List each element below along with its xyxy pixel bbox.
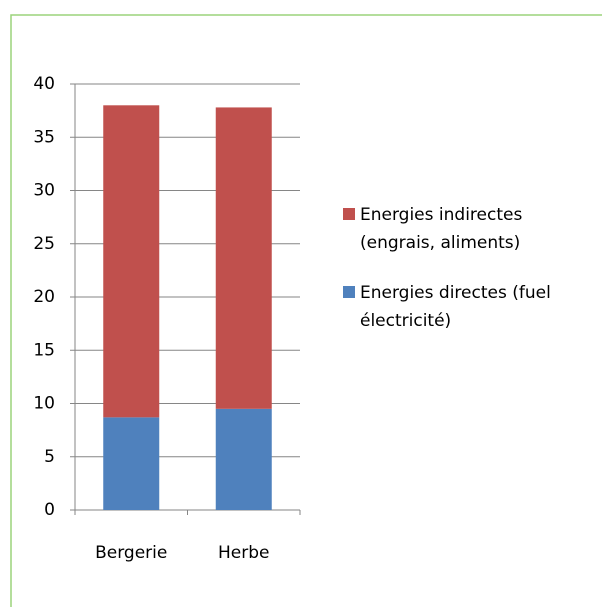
bar-segment [103,105,160,418]
x-tick-label: Herbe [218,543,269,563]
x-tick-label: Bergerie [95,543,167,563]
y-tick-label: 40 [33,74,55,94]
chart-border [10,14,602,607]
legend-label: Energies indirectes (engrais, aliments) [360,205,523,253]
legend-label: Energies directes (fuel électricité) [360,283,551,331]
bar-segment [215,408,272,510]
y-tick-label: 30 [33,181,55,201]
bar-segment [215,107,272,409]
y-tick-label: 10 [33,394,55,414]
y-tick-label: 35 [33,127,55,147]
y-tick-label: 5 [44,447,55,467]
y-tick-label: 20 [33,287,55,307]
y-tick-label: 0 [44,500,55,520]
bar-segment [103,417,160,510]
y-tick-label: 25 [33,234,55,254]
legend-swatch [343,208,355,220]
legend-swatch [343,286,355,298]
y-tick-label: 15 [33,340,55,360]
